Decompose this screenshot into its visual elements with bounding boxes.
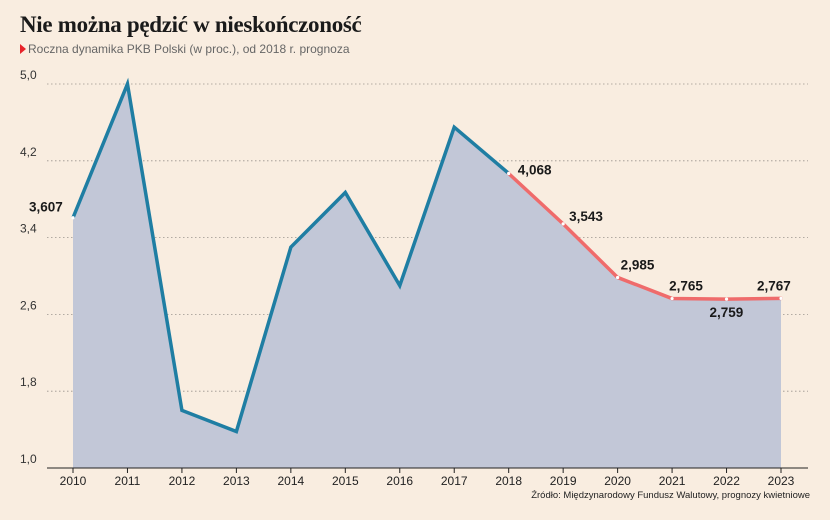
data-label: 2,765 — [669, 279, 703, 294]
y-tick-label: 1,0 — [20, 452, 37, 466]
chart-subtitle-text: Roczna dynamika PKB Polski (w proc.), od… — [28, 42, 350, 56]
data-point-dot — [724, 297, 729, 301]
x-tick-label: 2021 — [659, 474, 686, 488]
triangle-marker-icon — [20, 44, 26, 54]
x-tick-label: 2010 — [60, 474, 87, 488]
x-tick-label: 2011 — [115, 474, 141, 488]
x-tick-label: 2020 — [604, 474, 631, 488]
x-tick-label: 2012 — [169, 474, 196, 488]
data-label: 2,767 — [757, 278, 791, 293]
y-tick-label: 3,4 — [20, 222, 37, 236]
data-point-dot — [670, 296, 674, 301]
source-note: Źródło: Międzynarodowy Fundusz Walutowy,… — [531, 490, 810, 501]
x-tick-label: 2013 — [223, 474, 250, 488]
area-fill — [73, 84, 781, 468]
x-tick-label: 2022 — [713, 474, 740, 488]
chart-subtitle: Roczna dynamika PKB Polski (w proc.), od… — [20, 42, 350, 56]
data-label: 3,607 — [29, 200, 63, 215]
y-tick-label: 2,6 — [20, 298, 37, 312]
data-label: 2,985 — [621, 257, 655, 272]
data-label: 2,759 — [710, 305, 744, 320]
y-tick-label: 1,8 — [20, 375, 37, 389]
x-tick-label: 2018 — [495, 474, 522, 488]
x-tick-label: 2023 — [768, 474, 795, 488]
data-point-dot — [507, 171, 511, 176]
data-point-dot — [561, 222, 565, 226]
x-tick-label: 2016 — [386, 474, 413, 488]
data-point-dot — [616, 275, 620, 280]
x-tick-label: 2017 — [441, 474, 468, 488]
x-tick-label: 2014 — [277, 474, 304, 488]
data-label: 3,543 — [569, 209, 603, 224]
data-point-dot — [779, 296, 783, 300]
x-tick-label: 2019 — [550, 474, 577, 488]
x-tick-label: 2015 — [332, 474, 359, 488]
y-tick-label: 5,0 — [20, 68, 37, 82]
chart-title: Nie można pędzić w nieskończoność — [20, 12, 362, 37]
data-label: 4,068 — [518, 162, 552, 177]
actual-gdp-line — [71, 77, 510, 434]
forecast-gdp-line — [506, 171, 783, 301]
data-point-dot — [71, 216, 75, 220]
y-tick-label: 4,2 — [20, 145, 37, 159]
